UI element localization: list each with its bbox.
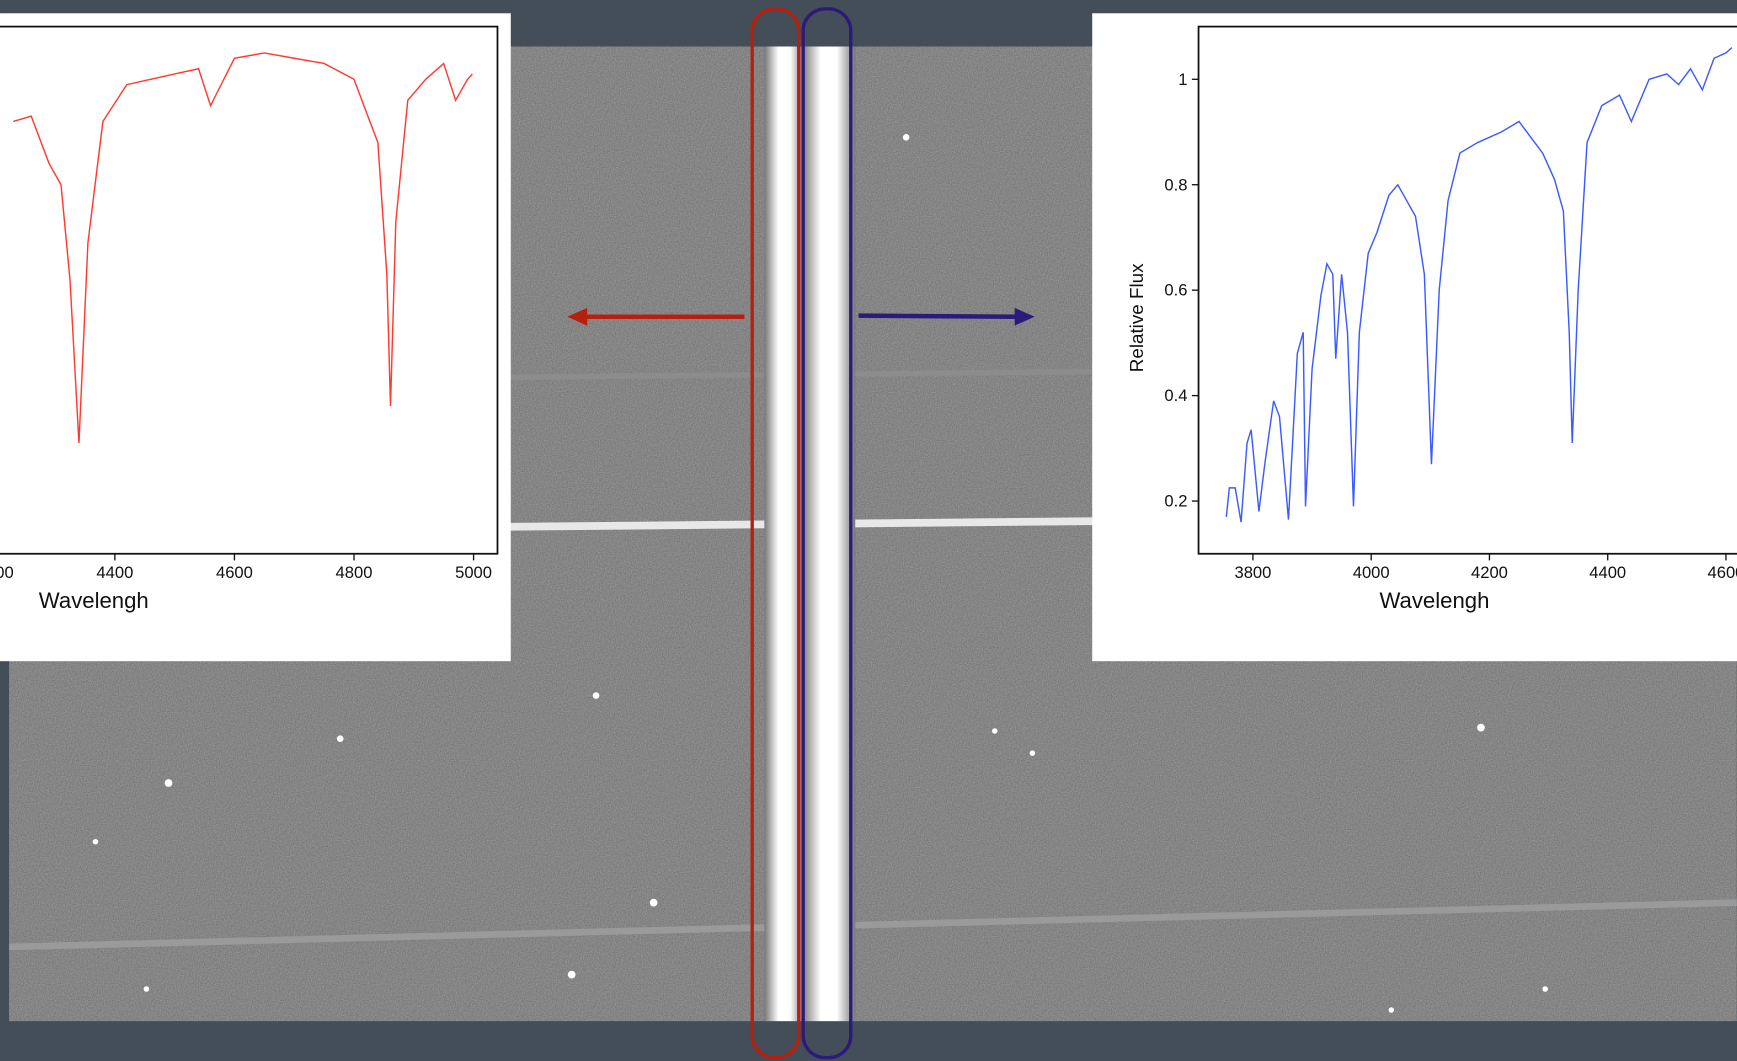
blue-slit-marker [801, 7, 853, 1060]
y-tick-label: 1 [1178, 70, 1187, 89]
x-tick-label: 4200 [1471, 563, 1508, 582]
x-tick-label: 4000 [1353, 563, 1390, 582]
x-tick-label: 5000 [455, 563, 492, 582]
spectrum-line [13, 52, 473, 444]
x-tick-label: 4200 [0, 563, 14, 582]
y-axis-label: Relative Flux [1126, 263, 1147, 372]
y-tick-label: 0.6 [1164, 281, 1187, 300]
blue-arrow [858, 307, 1035, 326]
red-slit-marker [750, 7, 801, 1060]
x-tick-label: 4800 [336, 563, 373, 582]
plot-frame [0, 25, 499, 555]
x-tick-label: 4600 [216, 563, 253, 582]
spectrum-chart: 4200 4400 4600 4800 5000 Wavelengh [0, 25, 499, 613]
left-chart-panel [0, 13, 511, 662]
y-tick-label: 0.2 [1164, 492, 1187, 511]
red-arrow [567, 307, 745, 326]
x-tick-label: 3800 [1234, 563, 1271, 582]
x-axis-label: Wavelengh [39, 588, 149, 613]
y-tick-label: 0.8 [1164, 175, 1187, 194]
spectrum-line [1225, 47, 1733, 523]
y-tick-label: 0.4 [1164, 386, 1187, 405]
x-axis-label: Wavelengh [1379, 588, 1489, 613]
x-tick-label: 4400 [96, 563, 133, 582]
right-chart-panel [1092, 13, 1737, 662]
x-tick-label: 4400 [1589, 563, 1626, 582]
x-tick-label: 4600 [1707, 563, 1737, 582]
spectrum-chart: 3800 4000 4200 4400 4600 0.2 0.4 0.6 0.8 1 Wavelen… [1126, 25, 1737, 613]
